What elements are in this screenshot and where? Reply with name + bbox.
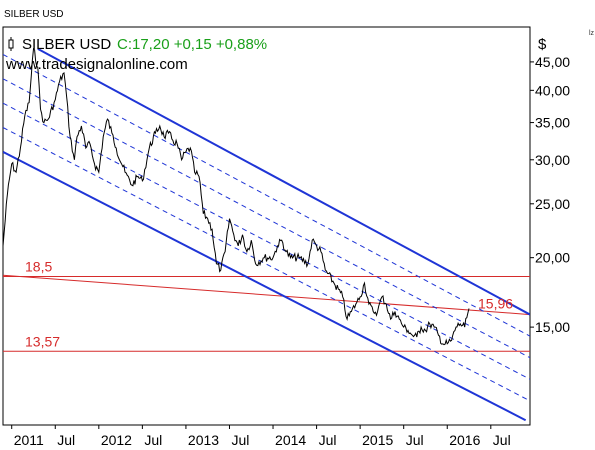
y-tick-label-4: 25,00 xyxy=(535,196,570,212)
candle-icon xyxy=(8,37,14,51)
window-title: SILBER USD xyxy=(4,9,64,20)
x-tick-label-0: 2011 xyxy=(14,432,44,448)
channel-upper-line xyxy=(37,47,530,316)
currency-label: $ xyxy=(538,36,547,53)
line-labels: 18,5 13,57 15,96 xyxy=(25,258,513,349)
quote-label: C:17,20 +0,15 +0,88% xyxy=(117,36,267,53)
channel-dashed-line-1 xyxy=(3,53,530,337)
channel-lower-line xyxy=(3,150,527,422)
trend-line xyxy=(3,274,530,316)
legend-header: SILBER USD C:17,20 +0,15 +0,88% www.trad… xyxy=(5,36,267,73)
x-tick-label-11: Jul xyxy=(493,432,511,448)
x-tick-label-1: Jul xyxy=(57,432,75,448)
y-tick-label-3: 30,00 xyxy=(535,152,570,168)
y-tick-label-1: 40,00 xyxy=(535,82,570,98)
horizontal-line-label-0: 18,5 xyxy=(25,258,52,274)
x-tick-label-5: Jul xyxy=(231,432,249,448)
x-tick-label-9: Jul xyxy=(406,432,424,448)
price-line xyxy=(3,47,470,346)
watermark: www.tradesignalonline.com xyxy=(5,56,188,73)
y-tick-label-0: 45,00 xyxy=(535,54,570,70)
plot-frame xyxy=(2,26,531,426)
x-tick-label-10: 2016 xyxy=(449,432,480,448)
x-tick-label-7: Jul xyxy=(319,432,337,448)
channel-dashed-line-2 xyxy=(3,78,530,359)
corner-mark: lz xyxy=(589,30,595,37)
x-tick-label-3: Jul xyxy=(144,432,162,448)
x-tick-label-2: 2012 xyxy=(101,432,132,448)
x-tick-label-8: 2015 xyxy=(362,432,393,448)
symbol-label: SILBER USD xyxy=(22,36,111,53)
trend-line-label: 15,96 xyxy=(478,296,513,312)
y-tick-label-2: 35,00 xyxy=(535,115,570,131)
y-tick-label-5: 20,00 xyxy=(535,250,570,266)
plot-area xyxy=(3,47,530,422)
horizontal-line-label-1: 13,57 xyxy=(25,333,60,349)
x-tick-label-4: 2013 xyxy=(188,432,219,448)
x-tick-label-6: 2014 xyxy=(275,432,306,448)
axes: 45,00 40,00 35,00 30,00 25,00 20,00 15,00 2011 J… xyxy=(11,54,570,448)
y-tick-label-6: 15,00 xyxy=(535,319,570,335)
